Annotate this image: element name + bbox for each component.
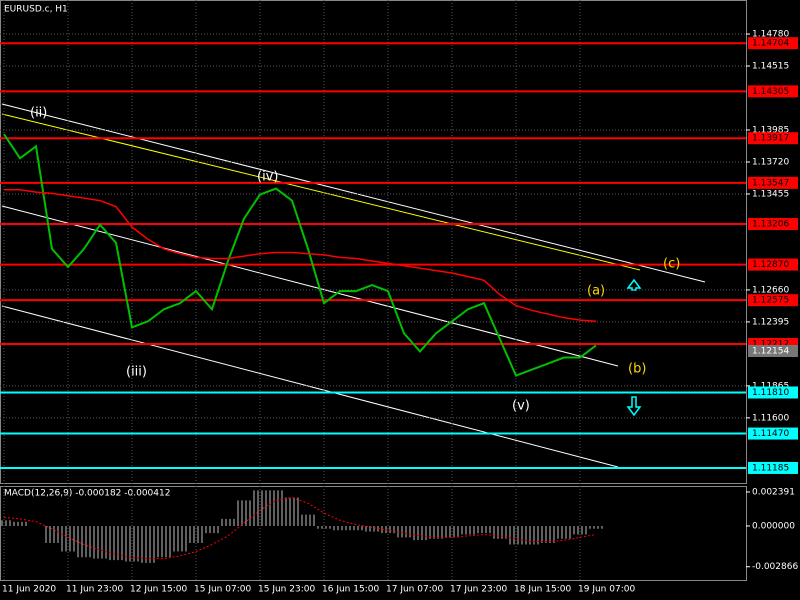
- level-label-box: [748, 461, 798, 474]
- macd-tick-label: -0.002866: [752, 562, 798, 572]
- trend-line: [1, 205, 619, 367]
- level-label: 1.12575: [752, 296, 789, 306]
- y-tick-label: 1.14515: [752, 62, 789, 72]
- level-label: 1.13206: [752, 220, 789, 230]
- price-label-box: [748, 344, 798, 357]
- arrows: [626, 278, 642, 417]
- wave-label: (b): [628, 362, 646, 377]
- level-label-box: [748, 85, 798, 98]
- arrow-down: [626, 396, 642, 417]
- x-tick-label: 15 Jun 07:00: [194, 585, 251, 595]
- level-label-box: [748, 176, 798, 189]
- wave-label: (ii): [30, 106, 47, 121]
- arrow-up: [626, 278, 642, 291]
- level-label: 1.12870: [752, 260, 789, 270]
- moving-average: [4, 188, 597, 323]
- trend-line: [1, 113, 641, 271]
- x-tick-label: 19 Jun 07:00: [578, 585, 635, 595]
- macd-title: MACD(12,26,9) -0.000182 -0.000412: [4, 489, 170, 499]
- y-tick-label: 1.12660: [752, 285, 789, 295]
- level-label: 1.11810: [752, 388, 789, 398]
- wave-label: (v): [512, 399, 530, 414]
- level-label: 1.11185: [752, 463, 789, 473]
- x-tick-label: 17 Jun 07:00: [386, 585, 443, 595]
- x-tick-label: 16 Jun 15:00: [322, 585, 379, 595]
- symbol-title: EURUSD.c, H1: [4, 5, 68, 15]
- x-tick-label: 15 Jun 23:00: [258, 585, 315, 595]
- level-label: 1.11470: [752, 429, 789, 439]
- level-label-box: [748, 386, 798, 399]
- level-label-box: [748, 37, 798, 50]
- macd-tick-label: 0.002391: [752, 487, 795, 497]
- y-tick-label: 1.13720: [752, 157, 789, 167]
- level-label: 1.12212: [752, 339, 789, 349]
- level-label: 1.13917: [752, 134, 789, 144]
- level-label-box: [748, 294, 798, 307]
- price-line: [3, 133, 597, 377]
- trend-line: [1, 103, 706, 283]
- trend-line: [1, 305, 619, 468]
- main-pane: [0, 0, 747, 484]
- wave-label: (a): [587, 284, 605, 299]
- level-label: 1.14704: [752, 39, 789, 49]
- y-tick-label: 1.12395: [752, 317, 789, 327]
- macd-tick-label: 0.000000: [752, 521, 795, 531]
- level-label: 1.13547: [752, 178, 789, 188]
- x-tick-label: 12 Jun 15:00: [130, 585, 187, 595]
- wave-label: (iii): [126, 365, 147, 380]
- channel-lines: [1, 103, 706, 468]
- level-label-box: [748, 132, 798, 145]
- level-label-box: [748, 218, 798, 231]
- price-label: 1.12154: [752, 346, 789, 356]
- y-tick-label: 1.13985: [752, 125, 789, 135]
- y-tick-label: 1.14780: [752, 30, 789, 40]
- level-label: 1.14305: [752, 87, 789, 97]
- x-tick-label: 11 Jun 2020: [2, 585, 56, 595]
- wave-label: (iv): [257, 170, 278, 185]
- level-label-box: [748, 427, 798, 440]
- x-tick-label: 11 Jun 23:00: [66, 585, 123, 595]
- y-tick-label: 1.11600: [752, 413, 789, 423]
- macd-pane: [0, 486, 747, 581]
- wave-label: (c): [663, 257, 680, 272]
- y-tick-label: 1.13455: [752, 189, 789, 199]
- x-tick-label: 17 Jun 23:00: [450, 585, 507, 595]
- macd-signal: [3, 497, 597, 560]
- x-tick-label: 18 Jun 15:00: [514, 585, 571, 595]
- y-tick-label: 1.11865: [752, 381, 789, 391]
- level-label-box: [748, 258, 798, 271]
